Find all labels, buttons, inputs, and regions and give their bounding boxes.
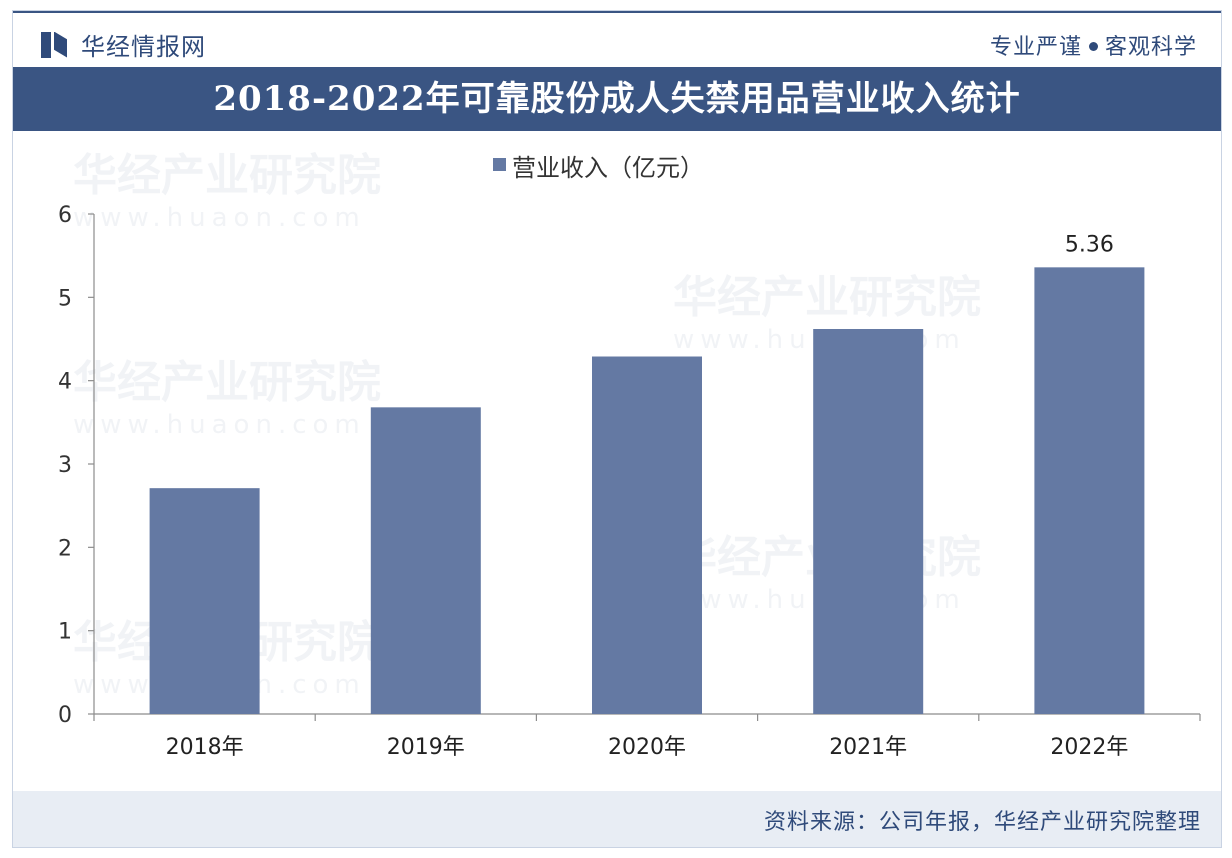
y-tick-label: 5: [58, 286, 72, 311]
footer: 资料来源：公司年报，华经产业研究院整理: [13, 791, 1221, 847]
y-tick-label: 0: [58, 703, 72, 728]
top-bar: 华经情报网 专业严谨 客观科学: [13, 11, 1221, 67]
y-tick-label: 1: [58, 620, 72, 645]
y-tick-label: 2: [58, 536, 72, 561]
slogan-right: 客观科学: [1104, 35, 1197, 60]
brand: 华经情报网: [41, 27, 206, 62]
bar-3: [592, 356, 702, 714]
bar-5: [1034, 267, 1145, 714]
legend-label: 营业收入（亿元）: [512, 154, 704, 182]
bar-1: [149, 488, 260, 714]
bar-4: [813, 329, 924, 714]
slogan: 专业严谨 客观科学: [990, 29, 1197, 61]
slogan-left: 专业严谨: [989, 35, 1082, 60]
y-tick-label: 6: [58, 203, 72, 228]
x-tick-label: 2022年: [1050, 735, 1128, 760]
x-tick-label: 2021年: [829, 735, 907, 760]
x-tick-label: 2019年: [387, 735, 465, 760]
logo-icon: [41, 31, 67, 58]
legend: 营业收入（亿元）: [493, 154, 704, 182]
legend-swatch: [493, 158, 506, 171]
dot-icon: [1088, 41, 1098, 51]
y-tick-label: 3: [58, 453, 72, 478]
bar-2: [370, 407, 481, 714]
y-tick-label: 4: [58, 370, 72, 395]
x-tick-label: 2018年: [166, 735, 244, 760]
x-tick-label: 2020年: [608, 735, 686, 760]
brand-name: 华经情报网: [81, 33, 206, 61]
data-label: 5.36: [1065, 232, 1114, 257]
source-note: 资料来源：公司年报，华经产业研究院整理: [763, 810, 1201, 835]
chart-title: 2018-2022年可靠股份成人失禁用品营业收入统计: [13, 67, 1221, 131]
